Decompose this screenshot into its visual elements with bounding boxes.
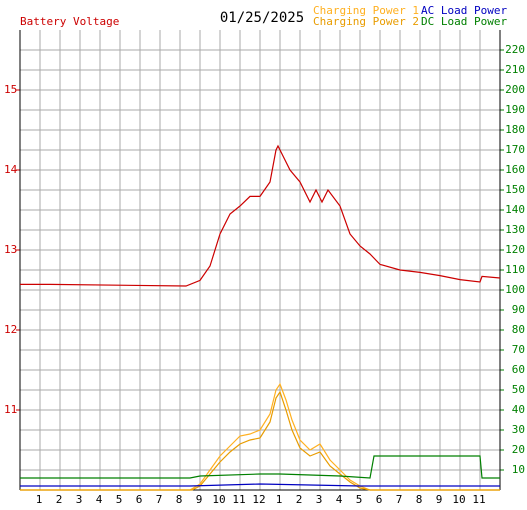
y2-tick-label: 100	[505, 283, 525, 296]
y-tick-label: 13	[4, 243, 17, 256]
y-tick-label: 14	[4, 163, 18, 176]
x-tick-label: 11	[232, 493, 245, 506]
y-tick-label: 15	[4, 83, 17, 96]
x-tick-label: 8	[176, 493, 183, 506]
y2-tick-label: 150	[505, 183, 525, 196]
series-line	[20, 455, 500, 479]
y2-tick-label: 10	[512, 463, 525, 476]
x-tick-label: 9	[196, 493, 203, 506]
y2-tick-label: 80	[512, 323, 525, 336]
x-tick-label: 3	[316, 493, 323, 506]
y-tick-label: 12	[4, 323, 17, 336]
x-tick-label: 1	[36, 493, 43, 506]
y2-tick-label: 50	[512, 383, 525, 396]
series-line	[20, 483, 500, 487]
x-tick-label: 2	[296, 493, 303, 506]
x-tick-label: 8	[416, 493, 423, 506]
x-tick-label: 5	[356, 493, 363, 506]
x-tick-label: 7	[156, 493, 163, 506]
y2-tick-label: 90	[512, 303, 525, 316]
x-tick-label: 12	[252, 493, 265, 506]
y2-tick-label: 170	[505, 143, 525, 156]
y2-tick-label: 40	[512, 403, 525, 416]
x-tick-label: 2	[56, 493, 63, 506]
legend-entry: AC Load Power	[421, 4, 507, 17]
y2-tick-label: 190	[505, 103, 525, 116]
legend-entry: Charging Power 1	[313, 4, 419, 17]
x-tick-label: 6	[136, 493, 143, 506]
x-tick-label: 7	[396, 493, 403, 506]
chart-title: 01/25/2025	[220, 10, 304, 26]
y2-tick-label: 30	[512, 423, 525, 436]
y-tick-label: 11	[4, 403, 17, 416]
y2-tick-label: 110	[505, 263, 525, 276]
y2-tick-label: 200	[505, 83, 525, 96]
y2-tick-label: 180	[505, 123, 525, 136]
series-line	[20, 382, 500, 491]
x-tick-label: 10	[212, 493, 225, 506]
x-tick-label: 11	[472, 493, 485, 506]
y2-tick-label: 20	[512, 443, 525, 456]
y2-tick-label: 130	[505, 223, 525, 236]
legend-entry: DC Load Power	[421, 15, 507, 28]
y2-tick-label: 60	[512, 363, 525, 376]
x-tick-label: 10	[452, 493, 465, 506]
y-axis-label: Battery Voltage	[20, 15, 119, 28]
y2-tick-label: 140	[505, 203, 525, 216]
y2-tick-label: 210	[505, 63, 525, 76]
x-tick-label: 5	[116, 493, 123, 506]
y2-tick-label: 220	[505, 43, 525, 56]
y2-tick-label: 120	[505, 243, 525, 256]
x-tick-label: 4	[96, 493, 103, 506]
x-tick-label: 1	[276, 493, 283, 506]
legend-entry: Charging Power 2	[313, 15, 419, 28]
x-tick-label: 4	[336, 493, 343, 506]
x-tick-label: 9	[436, 493, 443, 506]
series-line	[20, 144, 501, 287]
y2-tick-label: 70	[512, 343, 525, 356]
x-tick-label: 6	[376, 493, 383, 506]
x-tick-label: 3	[76, 493, 83, 506]
y2-tick-label: 160	[505, 163, 525, 176]
